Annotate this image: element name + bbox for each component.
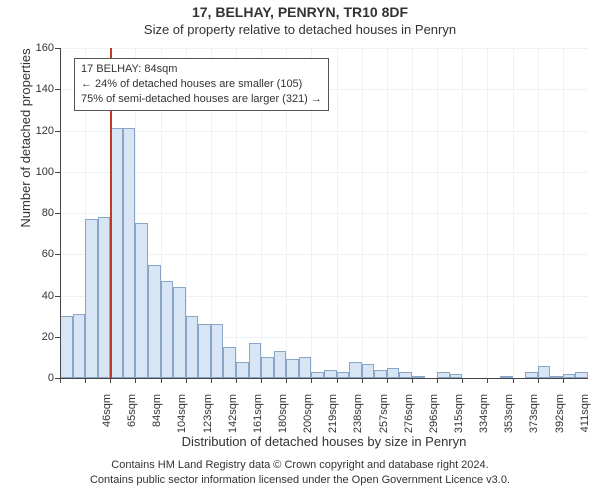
bar (60, 316, 73, 378)
xtick-label: 257sqm (378, 394, 390, 444)
xtick-label: 353sqm (503, 394, 515, 444)
bar (249, 343, 262, 378)
bar (538, 366, 551, 378)
bar (186, 316, 199, 378)
xtick-label: 123sqm (202, 394, 214, 444)
bar (123, 128, 136, 378)
xtick-label: 104sqm (176, 394, 188, 444)
bar (236, 362, 249, 379)
bar (161, 281, 174, 378)
xtick-label: 276sqm (403, 394, 415, 444)
xtick-label: 238sqm (352, 394, 364, 444)
bar (73, 314, 86, 378)
ytick-label: 160 (30, 42, 54, 54)
ytick-label: 20 (30, 331, 54, 343)
xtick-label: 219sqm (327, 394, 339, 444)
xtick-label: 296sqm (428, 394, 440, 444)
bar (198, 324, 211, 378)
bar (324, 370, 337, 378)
bar (387, 368, 400, 378)
xtick-label: 334sqm (478, 394, 490, 444)
xtick-label: 180sqm (277, 394, 289, 444)
title-main: 17, BELHAY, PENRYN, TR10 8DF (0, 4, 600, 20)
ytick-label: 0 (30, 372, 54, 384)
bar (362, 364, 375, 378)
bar (374, 370, 387, 378)
xtick-label: 65sqm (126, 394, 138, 444)
ytick-label: 80 (30, 207, 54, 219)
bar (135, 223, 148, 378)
callout-line1: 17 BELHAY: 84sqm (81, 62, 322, 77)
bar (98, 217, 111, 378)
bar (299, 357, 312, 378)
bar (148, 265, 161, 378)
xtick-label: 161sqm (252, 394, 264, 444)
xtick-label: 142sqm (227, 394, 239, 444)
ytick-label: 40 (30, 290, 54, 302)
bar (173, 287, 186, 378)
xtick-label: 373sqm (528, 394, 540, 444)
xtick-label: 411sqm (579, 394, 591, 444)
bar (211, 324, 224, 378)
bar (261, 357, 274, 378)
bar (223, 347, 236, 378)
footnote: Contains HM Land Registry data © Crown c… (0, 458, 600, 488)
chart-container: 17, BELHAY, PENRYN, TR10 8DF Size of pro… (0, 0, 600, 500)
xtick-label: 84sqm (151, 394, 163, 444)
bar (274, 351, 287, 378)
ytick-label: 140 (30, 83, 54, 95)
ytick-label: 120 (30, 125, 54, 137)
xtick-label: 315sqm (453, 394, 465, 444)
bar (286, 359, 299, 378)
footnote-line2: Contains public sector information licen… (90, 474, 510, 486)
callout-line3: 75% of semi-detached houses are larger (… (81, 92, 322, 107)
ytick-label: 60 (30, 248, 54, 260)
bar (349, 362, 362, 379)
xtick-label: 200sqm (302, 394, 314, 444)
callout-box: 17 BELHAY: 84sqm← 24% of detached houses… (74, 58, 329, 111)
ytick-label: 100 (30, 166, 54, 178)
xtick-label: 46sqm (101, 394, 113, 444)
xtick-label: 392sqm (554, 394, 566, 444)
callout-line2: ← 24% of detached houses are smaller (10… (81, 77, 322, 92)
footnote-line1: Contains HM Land Registry data © Crown c… (111, 459, 488, 471)
title-sub: Size of property relative to detached ho… (0, 22, 600, 37)
bar (85, 219, 98, 378)
